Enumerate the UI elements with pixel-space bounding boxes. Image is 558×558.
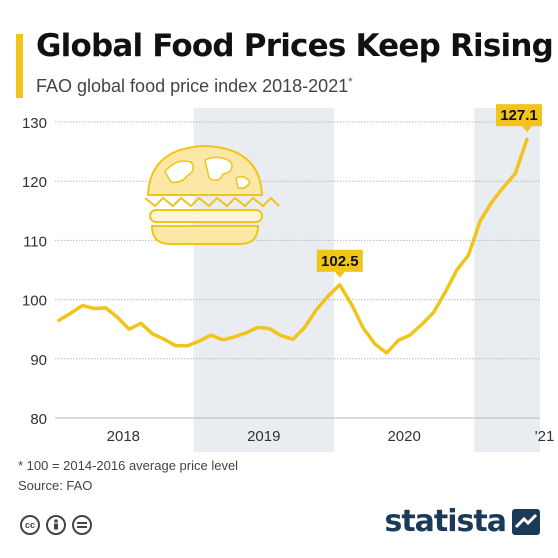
chart-title: Global Food Prices Keep Rising	[36, 28, 554, 64]
x-tick-label: 2019	[247, 428, 280, 445]
data-label-102.5: 102.5	[316, 249, 363, 278]
series-line	[57, 137, 529, 355]
creative-commons-icon[interactable]: cc	[20, 515, 40, 535]
footnote: * 100 = 2014-2016 average price level	[18, 458, 239, 473]
y-tick-label: 80	[30, 411, 47, 428]
attribution-icon[interactable]	[46, 515, 66, 535]
y-tick-label: 90	[30, 352, 47, 369]
globe-burger-icon	[144, 144, 280, 245]
y-tick-label: 110	[23, 233, 47, 250]
brand-name: statista	[384, 504, 507, 539]
title-accent-bar	[16, 34, 23, 98]
y-tick-label: 120	[22, 174, 47, 191]
y-tick-label: 130	[22, 115, 47, 132]
chart-subtitle: FAO global food price index 2018-2021*	[36, 76, 353, 97]
year-shading-2021	[474, 108, 540, 452]
statista-logo-icon	[512, 508, 540, 535]
x-tick-label: 2020	[387, 428, 420, 445]
data-label-127.1: 127.1	[496, 104, 542, 133]
y-tick-label: 100	[22, 293, 47, 310]
annotation-text: 127.1	[500, 107, 538, 124]
subtitle-footnote-mark: *	[348, 76, 353, 88]
source-line: Source: FAO	[18, 478, 93, 493]
license-icons: cc	[20, 515, 92, 535]
x-tick-label: 2018	[107, 428, 140, 445]
x-tick-label: '21	[535, 428, 555, 445]
no-derivatives-icon[interactable]	[72, 515, 92, 535]
annotation-text: 102.5	[321, 253, 359, 270]
statista-brand[interactable]: statista	[384, 504, 540, 539]
line-chart: 2018 2019 2020 '21 80 90 100 110 120 130 102.5 12…	[22, 104, 555, 452]
subtitle-text: FAO global food price index 2018-2021	[36, 76, 349, 96]
